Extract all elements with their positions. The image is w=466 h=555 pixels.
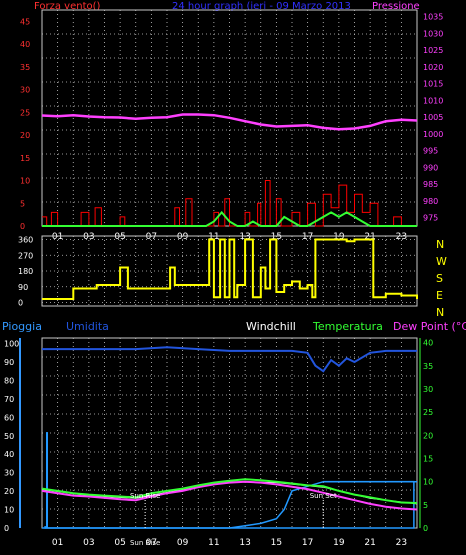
temperature-tick-label: 25 [423, 408, 433, 417]
hour-tick-label: 19 [333, 538, 345, 548]
humidity-tick-label: 20 [4, 487, 14, 496]
humidity-tick-label: 0 [4, 524, 9, 533]
sunrise-axis-label: Sun Rise [130, 539, 160, 547]
temperature-tick-label: 15 [423, 454, 433, 463]
humidity-legend: Umidita [66, 320, 109, 333]
hour-tick-label: 15 [271, 538, 282, 548]
hour-tick-label: 13 [239, 538, 250, 548]
wind-tick-label: 20 [20, 131, 30, 140]
direction-tick-label: 270 [18, 251, 33, 260]
compass-label: S [436, 272, 443, 285]
windchill-legend: Windchill [246, 320, 296, 333]
humidity-tick-label: 90 [4, 358, 14, 367]
hour-tick-label: 03 [83, 538, 94, 548]
temperature-tick-label: 40 [423, 339, 433, 348]
direction-tick-label: 180 [18, 267, 33, 276]
pressure-tick-label: 1020 [423, 63, 443, 72]
pressure-tick-label: 1025 [423, 46, 443, 55]
rain-series [42, 480, 417, 529]
temperature-tick-label: 30 [423, 385, 433, 394]
humidity-tick-label: 40 [4, 450, 14, 459]
temperature-tick-label: 35 [423, 362, 433, 371]
pressure-tick-label: 1035 [423, 13, 443, 22]
wind-tick-label: 15 [20, 154, 30, 163]
humidity-tick-label: 60 [4, 413, 14, 422]
windchill-series [41, 481, 418, 505]
pressure-tick-label: 980 [423, 197, 438, 206]
humidity-tick-label: 100 [4, 340, 19, 349]
temperature-tick-label: 0 [423, 524, 428, 533]
wind-axis-title: Forza vento() [34, 1, 101, 12]
rain-axis-title: Pioggia [2, 320, 42, 333]
wind-tick-label: 10 [20, 177, 30, 186]
pressure-tick-label: 990 [423, 163, 438, 172]
hour-tick-label: 21 [364, 538, 375, 548]
wind-tick-label: 5 [20, 199, 25, 208]
temperature-series [41, 478, 418, 504]
direction-tick-label: 0 [18, 299, 23, 308]
pressure-tick-label: 985 [423, 180, 438, 189]
pressure-tick-label: 1010 [423, 96, 443, 105]
hour-tick-label: 23 [396, 538, 407, 548]
hour-tick-label: 07 [146, 538, 157, 548]
humidity-series [42, 346, 417, 373]
humidity-tick-label: 70 [4, 395, 14, 404]
direction-series [42, 238, 418, 300]
compass-label: E [436, 289, 443, 302]
pressure-tick-label: 995 [423, 147, 438, 156]
wind-avg-series [42, 210, 417, 227]
pressure-tick-label: 1000 [423, 130, 443, 139]
humidity-tick-label: 80 [4, 376, 14, 385]
hour-tick-label: 17 [302, 538, 313, 548]
compass-label: N [436, 306, 444, 319]
humidity-tick-label: 50 [4, 432, 14, 441]
humidity-tick-label: 30 [4, 469, 14, 478]
pressure-tick-label: 1030 [423, 29, 443, 38]
wind-tick-label: 30 [20, 86, 30, 95]
wind-tick-label: 25 [20, 108, 30, 117]
temperature-tick-label: 5 [423, 501, 428, 510]
direction-tick-label: 90 [18, 283, 28, 292]
hour-tick-label: 05 [114, 538, 125, 548]
hour-tick-label: 11 [208, 538, 219, 548]
direction-tick-label: 360 [18, 236, 33, 245]
dewpoint-series [41, 480, 418, 511]
compass-label: W [436, 255, 447, 268]
rain-box [44, 480, 415, 529]
temperature-tick-label: 20 [423, 431, 433, 440]
hour-tick-label: 01 [52, 538, 63, 548]
compass-label: N [436, 238, 444, 251]
sunrise-label: Sun Rise [130, 492, 160, 500]
pressure-series [41, 113, 418, 131]
temperature-tick-label: 10 [423, 478, 433, 487]
sunset-label: Sun Set [310, 492, 337, 500]
pressure-tick-label: 975 [423, 214, 438, 223]
pressure-axis-title: Pressione [372, 1, 420, 12]
wind-gust-series [42, 180, 417, 227]
dewpoint-legend: Dew Point (°C) [393, 320, 466, 333]
wind-tick-label: 0 [20, 222, 25, 231]
wind-tick-label: 40 [20, 40, 30, 49]
wind-tick-label: 35 [20, 63, 30, 72]
wind-tick-label: 45 [20, 17, 30, 26]
humidity-tick-label: 10 [4, 506, 14, 515]
pressure-tick-label: 1015 [423, 80, 443, 89]
chart-title: 24 hour graph (ieri - 09 Marzo 2013 [172, 1, 351, 12]
hour-tick-label: 09 [177, 538, 189, 548]
temperature-legend: Temperatura [312, 320, 383, 333]
pressure-tick-label: 1005 [423, 113, 443, 122]
